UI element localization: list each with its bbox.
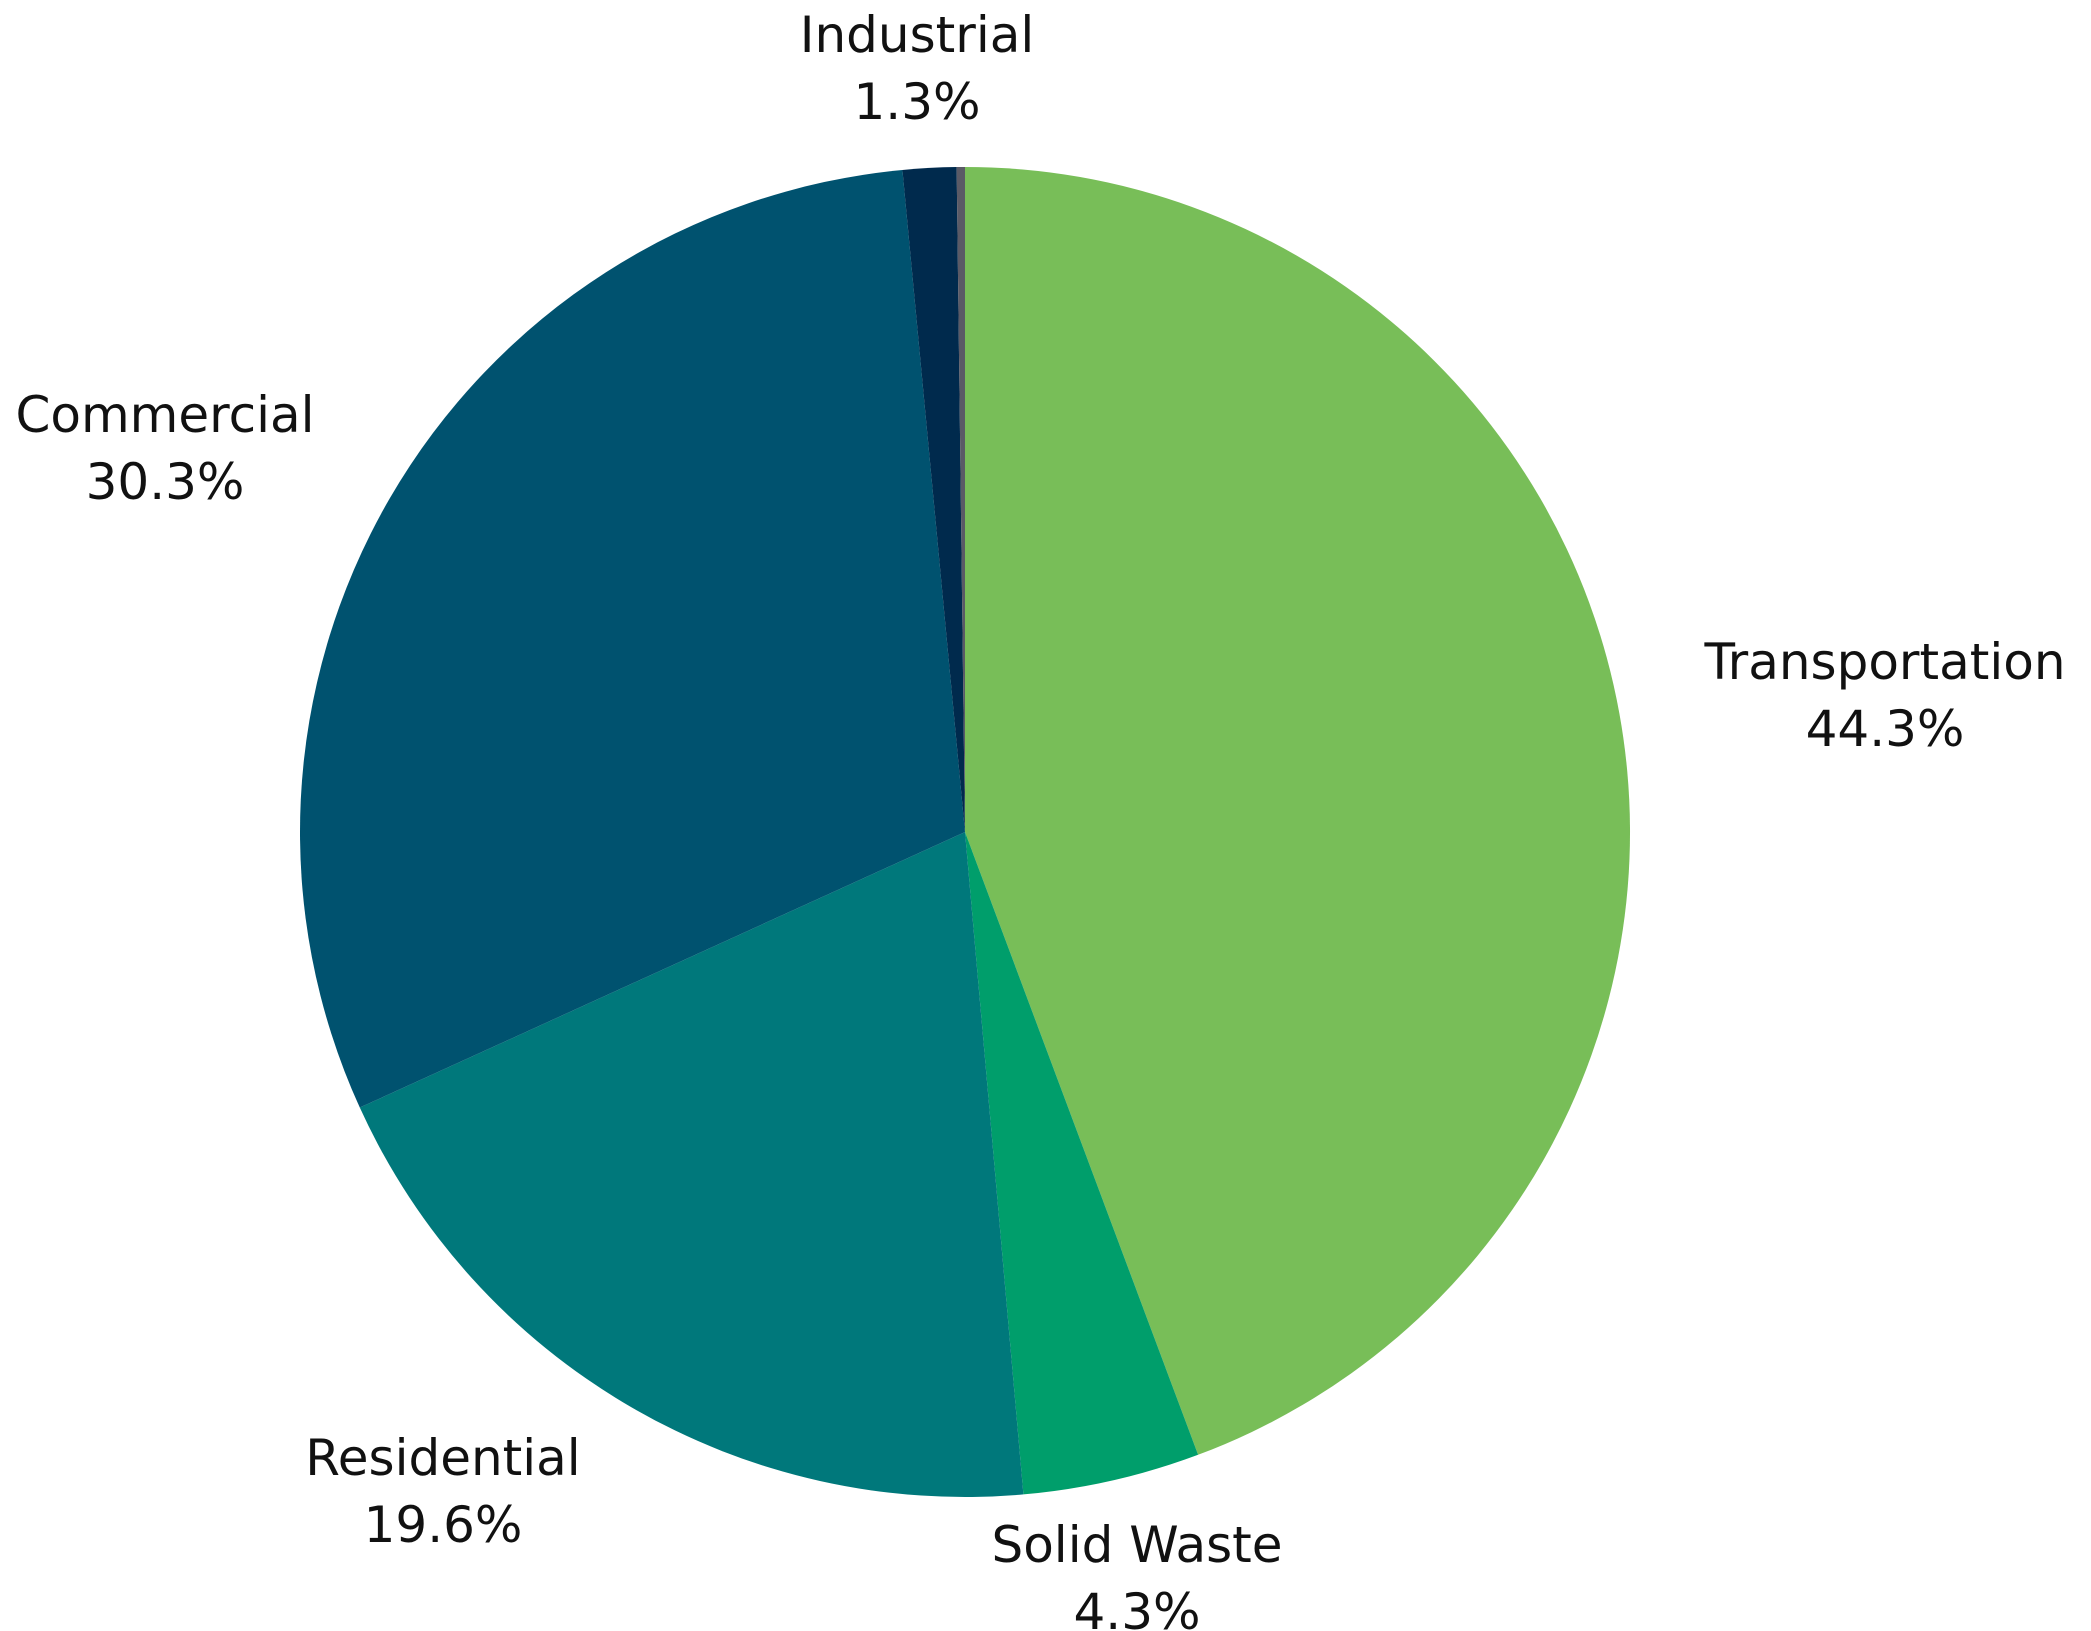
slice-label-industrial: Industrial — [800, 6, 1035, 64]
slice-value-commercial: 30.3% — [86, 453, 245, 511]
pie-slice-transportation — [965, 167, 1631, 1455]
slice-label-commercial: Commercial — [15, 386, 314, 444]
slice-value-residential: 19.6% — [364, 1496, 523, 1554]
slice-label-transportation: Transportation — [1703, 633, 2065, 691]
slice-label-solid-waste: Solid Waste — [991, 1516, 1282, 1574]
pie-labels: Transportation 44.3% Solid Waste 4.3% Reside… — [15, 6, 2065, 1631]
slice-label-residential: Residential — [305, 1429, 580, 1487]
pie-slices — [299, 166, 1631, 1498]
slice-value-transportation: 44.3% — [1806, 700, 1965, 758]
slice-value-solid-waste: 4.3% — [1073, 1583, 1200, 1631]
pie-slice-commercial — [299, 169, 965, 1108]
pie-slice-solid-waste — [965, 832, 1199, 1495]
pie-slice-other — [956, 166, 965, 833]
slice-value-industrial: 1.3% — [853, 73, 980, 131]
pie-slice-industrial — [902, 167, 965, 833]
pie-slice-residential — [359, 832, 1024, 1498]
